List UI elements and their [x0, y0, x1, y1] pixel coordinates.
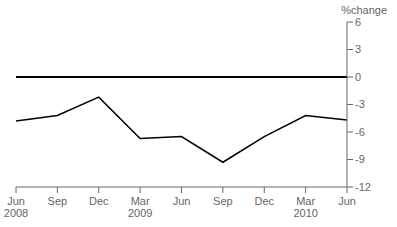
svg-text:Dec: Dec — [89, 195, 109, 207]
svg-text:0: 0 — [355, 71, 361, 83]
svg-text:-12: -12 — [355, 181, 371, 193]
svg-text:Sep: Sep — [48, 195, 68, 207]
svg-text:-9: -9 — [355, 153, 365, 165]
svg-text:Jun2008: Jun2008 — [8, 195, 28, 219]
svg-text:Jun: Jun — [173, 195, 191, 207]
svg-text:-3: -3 — [355, 98, 365, 110]
html-text:%change: %change — [341, 4, 387, 16]
svg-text:3: 3 — [355, 43, 361, 55]
svg-text:Mar2010: Mar2010 — [293, 195, 317, 219]
svg-text:6: 6 — [355, 16, 361, 28]
svg-text:Dec: Dec — [254, 195, 274, 207]
svg-text:-6: -6 — [355, 126, 365, 138]
svg-text:Sep: Sep — [213, 195, 233, 207]
svg-text:Jun: Jun — [338, 195, 356, 207]
svg-text:Mar2009: Mar2009 — [128, 195, 152, 219]
